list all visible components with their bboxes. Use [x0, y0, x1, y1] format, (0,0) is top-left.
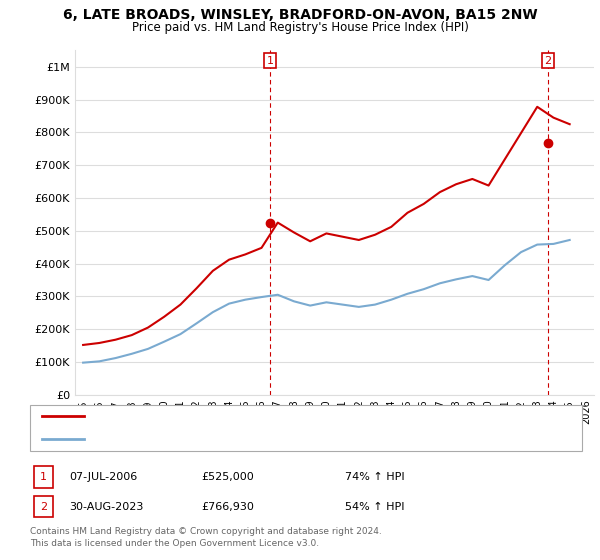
- Text: £525,000: £525,000: [201, 472, 254, 482]
- Text: 2: 2: [544, 55, 551, 66]
- Text: 07-JUL-2006: 07-JUL-2006: [69, 472, 137, 482]
- Text: This data is licensed under the Open Government Licence v3.0.: This data is licensed under the Open Gov…: [30, 539, 319, 548]
- Text: 74% ↑ HPI: 74% ↑ HPI: [345, 472, 404, 482]
- Text: HPI: Average price, detached house, Wiltshire: HPI: Average price, detached house, Wilt…: [90, 435, 329, 444]
- Text: 6, LATE BROADS, WINSLEY, BRADFORD-ON-AVON, BA15 2NW: 6, LATE BROADS, WINSLEY, BRADFORD-ON-AVO…: [62, 8, 538, 22]
- Text: £766,930: £766,930: [201, 502, 254, 512]
- Text: 1: 1: [40, 472, 47, 482]
- Text: 6, LATE BROADS, WINSLEY, BRADFORD-ON-AVON, BA15 2NW (detached house): 6, LATE BROADS, WINSLEY, BRADFORD-ON-AVO…: [90, 412, 503, 421]
- Text: Contains HM Land Registry data © Crown copyright and database right 2024.: Contains HM Land Registry data © Crown c…: [30, 528, 382, 536]
- Text: 30-AUG-2023: 30-AUG-2023: [69, 502, 143, 512]
- Text: 1: 1: [266, 55, 274, 66]
- Text: Price paid vs. HM Land Registry's House Price Index (HPI): Price paid vs. HM Land Registry's House …: [131, 21, 469, 34]
- Text: 54% ↑ HPI: 54% ↑ HPI: [345, 502, 404, 512]
- Text: 2: 2: [40, 502, 47, 512]
